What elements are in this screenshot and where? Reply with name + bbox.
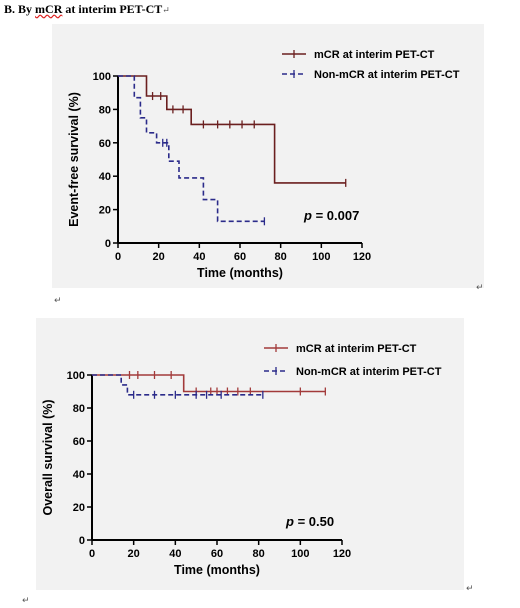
chart-panel-efs: 0 20 40 60 80 100 120 0 20 40 60 80 100 Time (months)…: [52, 24, 484, 288]
x-tick-label: 0: [115, 251, 121, 263]
x-tick-label: 80: [275, 251, 287, 263]
figure-heading: B. By mCR at interim PET-CT↵: [4, 2, 170, 17]
series-line-1: [118, 75, 265, 223]
heading-underlined-term: mCR: [35, 2, 63, 16]
p-value-annotation: p = 0.007: [303, 208, 359, 223]
y-axis-label: Event-free survival (%): [67, 92, 81, 227]
os-chart: 0 20 40 60 80 100 120 0 20 40 60 80 100 Time (months)…: [41, 343, 442, 577]
p-symbol: p: [285, 514, 294, 529]
paragraph-mark: ↵: [22, 596, 30, 606]
paragraph-mark: ↵: [476, 283, 484, 293]
paragraph-mark: ↵: [54, 296, 62, 306]
y-tick-label: 0: [105, 238, 111, 250]
legend-entry-label: mCR at interim PET-CT: [296, 343, 417, 355]
paragraph-mark: ↵: [162, 5, 170, 15]
y-tick-label: 60: [73, 436, 85, 448]
x-tick-label: 20: [153, 251, 165, 263]
heading-label: B.: [4, 2, 16, 16]
y-tick-label: 100: [93, 71, 111, 83]
x-tick-label: 120: [333, 548, 351, 560]
legend-entry-label: mCR at interim PET-CT: [314, 49, 435, 61]
y-axis-label: Overall survival (%): [41, 399, 55, 515]
y-tick-label: 40: [73, 469, 85, 481]
y-tick-label: 80: [73, 403, 85, 415]
x-tick-label: 40: [193, 251, 205, 263]
x-tick-label: 100: [312, 251, 330, 263]
heading-rest: at interim PET-CT: [62, 2, 163, 16]
heading-prefix: By: [18, 2, 36, 16]
legend-entry-label: Non-mCR at interim PET-CT: [296, 366, 442, 378]
x-tick-label: 20: [128, 548, 140, 560]
y-tick-label: 40: [99, 171, 111, 183]
series-line-0: [118, 75, 346, 184]
x-axis-label: Time (months): [197, 266, 283, 280]
paragraph-mark: ↵: [466, 584, 474, 594]
legend-entry-label: Non-mCR at interim PET-CT: [314, 69, 460, 81]
y-tick-label: 0: [79, 535, 85, 547]
x-tick-label: 0: [89, 548, 95, 560]
y-tick-label: 20: [99, 205, 111, 217]
p-value-annotation: p = 0.50: [285, 514, 334, 529]
efs-chart: 0 20 40 60 80 100 120 0 20 40 60 80 100 Time (months)…: [67, 49, 460, 280]
x-tick-label: 60: [211, 548, 223, 560]
p-value-text: = 0.007: [312, 208, 359, 223]
y-tick-label: 60: [99, 138, 111, 150]
y-tick-label: 20: [73, 502, 85, 514]
x-axis-label: Time (months): [174, 563, 260, 577]
x-tick-label: 60: [234, 251, 246, 263]
p-symbol: p: [303, 208, 312, 223]
x-tick-label: 120: [353, 251, 371, 263]
series-line-1: [92, 374, 263, 396]
chart-panel-os: 0 20 40 60 80 100 120 0 20 40 60 80 100 Time (months)…: [36, 318, 464, 590]
x-tick-label: 100: [291, 548, 309, 560]
y-tick-label: 80: [99, 104, 111, 116]
x-tick-label: 80: [253, 548, 265, 560]
x-tick-label: 40: [169, 548, 181, 560]
y-tick-label: 100: [67, 370, 85, 382]
p-value-text: = 0.50: [294, 514, 334, 529]
